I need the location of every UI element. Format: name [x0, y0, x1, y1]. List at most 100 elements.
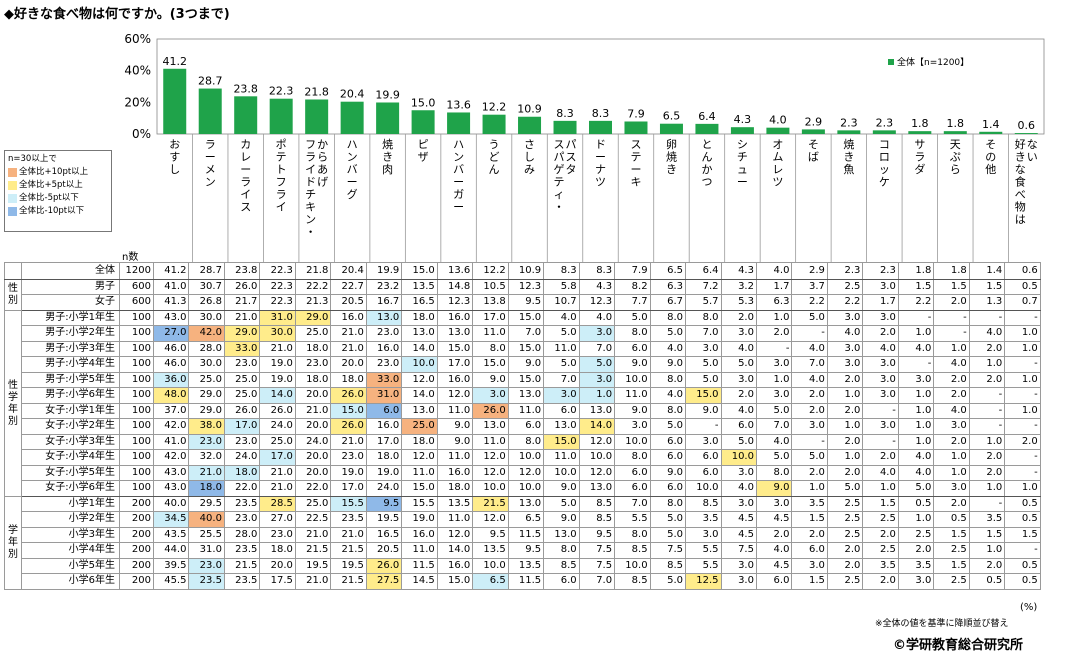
table-cell: 2.2: [826, 294, 864, 311]
table-cell: 20.4: [330, 262, 367, 280]
table-cell: 2.0: [826, 371, 864, 388]
category-label-char: ラ: [276, 188, 287, 201]
category-label-char: ツ: [772, 176, 783, 189]
table-cell: 22.5: [294, 511, 332, 528]
table-cell: 3.5: [897, 557, 935, 574]
table-cell: 8.5: [543, 557, 580, 574]
table-cell: 11.5: [507, 526, 545, 543]
table-cell: 7.2: [685, 278, 722, 295]
table-cell: 14.0: [401, 340, 438, 357]
table-cell: 2.0: [933, 387, 970, 404]
table-cell: 16.5: [401, 294, 438, 311]
table-cell: 5.0: [649, 526, 687, 543]
table-cell: 6.0: [614, 464, 651, 481]
bar-value-label: 4.3: [734, 113, 752, 126]
category-label-char: 焼: [382, 138, 393, 151]
row-n: 100: [119, 464, 154, 481]
table-cell: 4.3: [720, 262, 757, 280]
table-cell: 11.0: [472, 325, 509, 342]
table-cell: 13.0: [401, 325, 438, 342]
table-cell: 26.0: [259, 402, 296, 419]
bar: [908, 131, 932, 134]
table-cell: 7.9: [614, 262, 651, 280]
legend-item-minus5: 全体比-5pt以下: [8, 192, 108, 205]
bar: [482, 114, 506, 134]
row-label: 小学6年生: [21, 573, 120, 590]
table-cell: 15.0: [330, 402, 367, 419]
category-label-char: ザ: [418, 151, 429, 164]
highlight-legend: n=30以上で 全体比+10pt以上 全体比+5pt以上 全体比-5pt以下 全…: [4, 150, 112, 232]
table-cell: 15.0: [685, 387, 722, 404]
category-label-char: 魚: [843, 163, 854, 176]
category-label-char: テ: [276, 151, 287, 164]
table-cell: 9.0: [649, 356, 687, 373]
table-cell: 1.3: [968, 294, 1006, 311]
table-cell: 9.5: [578, 526, 616, 543]
table-cell: 9.0: [543, 480, 580, 497]
table-cell: 19.0: [365, 464, 403, 481]
bar-value-label: 2.3: [840, 116, 858, 129]
table-cell: 3.0: [755, 495, 793, 512]
table-cell: 5.3: [720, 294, 757, 311]
table-cell: 3.5: [968, 511, 1006, 528]
category-label-char: ゲ: [554, 163, 565, 176]
table-cell: 43.5: [152, 526, 190, 543]
table-cell: 13.0: [543, 418, 580, 435]
table-cell: 3.0: [897, 371, 935, 388]
table-cell: 4.5: [720, 511, 757, 528]
table-cell: 4.0: [720, 480, 757, 497]
category-label-char: か: [317, 138, 328, 151]
table-cell: 1.0: [968, 433, 1006, 450]
table-cell: 22.0: [294, 480, 332, 497]
table-cell: 1.0: [1004, 325, 1041, 342]
category-label-char: コ: [879, 138, 890, 151]
table-cell: 17.0: [223, 418, 261, 435]
table-cell: 11.0: [472, 433, 509, 450]
table-cell: 13.5: [436, 495, 474, 512]
table-cell: 8.0: [472, 340, 509, 357]
table-cell: 23.0: [188, 557, 225, 574]
table-cell: 23.0: [365, 356, 403, 373]
table-cell: 9.5: [472, 526, 509, 543]
table-cell: 1.0: [826, 387, 864, 404]
category-label-char: 卵: [666, 138, 677, 151]
table-cell: 3.0: [826, 356, 864, 373]
y-tick-label: 0%: [132, 127, 151, 141]
table-cell: -: [1004, 418, 1041, 435]
table-row: 性学年別男子:小学1年生 100 43.0 30.0 21.0 31.0 29.0 16.0 1…: [4, 309, 1041, 497]
table-cell: 9.0: [543, 511, 580, 528]
table-cell: 12.0: [401, 449, 438, 466]
table-cell: 7.5: [720, 542, 757, 559]
table-cell: 21.0: [330, 433, 367, 450]
table-cell: 13.5: [401, 278, 438, 295]
category-label-char: き: [666, 163, 677, 176]
table-cell: 5.0: [543, 495, 580, 512]
table-cell: 23.0: [223, 511, 261, 528]
data-table: 全体 1200 41.2 28.7 23.8 22.3 21.8 20.4 19.9 15.0 13…: [4, 262, 1041, 590]
table-cell: 2.0: [933, 495, 970, 512]
category-label-char: ス: [240, 201, 251, 214]
table-cell: 3.5: [791, 495, 828, 512]
table-cell: 4.0: [755, 433, 793, 450]
table-cell: 6.7: [649, 294, 687, 311]
chart-title: ◆好きな食べ物は何ですか。(3つまで): [4, 7, 230, 22]
table-cell: 8.0: [649, 371, 687, 388]
table-cell: 3.0: [826, 340, 864, 357]
table-cell: 4.0: [862, 340, 899, 357]
table-cell: 11.0: [401, 542, 438, 559]
table-cell: 2.0: [862, 526, 899, 543]
table-cell: 0.5: [968, 573, 1006, 590]
table-cell: 4.5: [755, 557, 793, 574]
category-label-char: ッ: [879, 163, 890, 176]
category-label-char: キ: [305, 201, 316, 214]
category-label-char: み: [524, 163, 535, 176]
category-label-char: さ: [524, 138, 535, 151]
table-cell: 3.0: [933, 418, 970, 435]
category-label-char: ー: [347, 176, 358, 189]
table-cell: -: [685, 418, 722, 435]
table-cell: 7.0: [685, 325, 722, 342]
table-cell: 6.0: [685, 449, 722, 466]
y-tick-label: 40%: [124, 64, 151, 78]
table-cell: 25.0: [223, 371, 261, 388]
table-cell: 6.0: [365, 402, 403, 419]
